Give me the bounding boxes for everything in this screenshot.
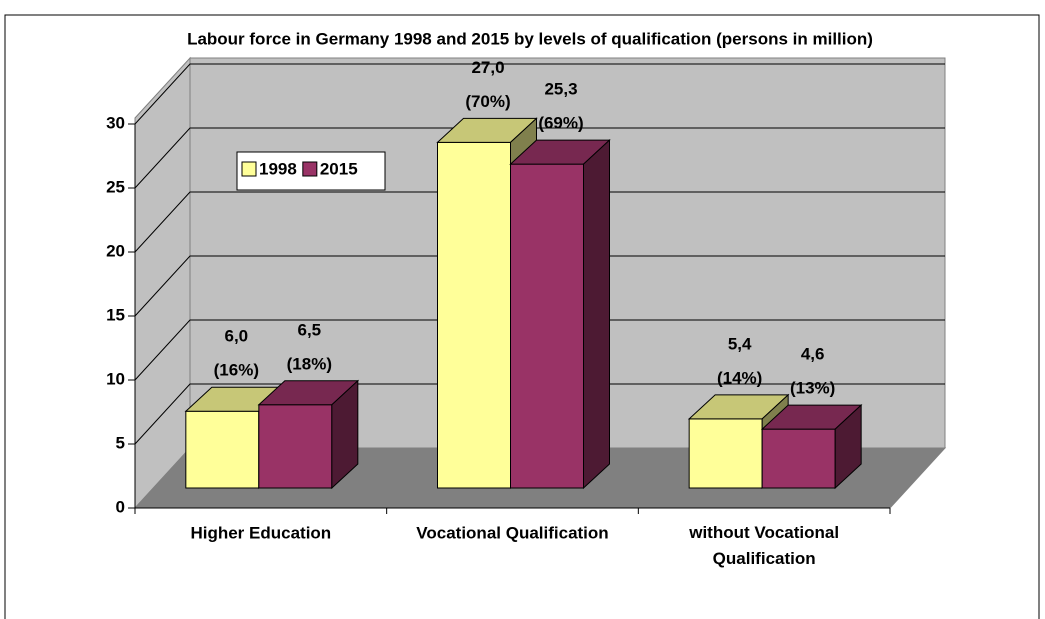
x-tick-label-line: Qualification (713, 549, 816, 568)
grid-line (134, 255, 945, 317)
data-label: (16%) (214, 361, 259, 380)
data-label: 6,5 (298, 320, 322, 339)
bar-side (331, 379, 359, 490)
legend-swatch (302, 161, 318, 177)
y-tick-label: 10 (106, 369, 125, 388)
legend: 1998 2015 (236, 151, 386, 191)
y-tick-label: 15 (106, 305, 125, 324)
bar-front (185, 410, 260, 489)
data-label: (69%) (538, 114, 583, 133)
data-label: 6,0 (225, 327, 249, 346)
grid-line (134, 319, 945, 381)
grid-line (134, 127, 945, 189)
side-wall (134, 56, 191, 510)
y-tick-label: 20 (106, 241, 125, 260)
data-label: 27,0 (471, 58, 504, 77)
bar-side (834, 403, 862, 490)
grid-line (134, 191, 945, 253)
data-label: (70%) (465, 92, 510, 111)
bar-front (437, 141, 511, 489)
y-tick-label: 5 (116, 433, 125, 452)
data-label: 5,4 (728, 334, 752, 353)
data-label: (14%) (717, 368, 762, 387)
data-label: 25,3 (544, 80, 577, 99)
chart-title: Labour force in Germany 1998 and 2015 by… (187, 29, 873, 48)
data-label: 4,6 (801, 345, 825, 364)
legend-box (236, 151, 386, 191)
bar-front (258, 404, 333, 489)
legend-label: 1998 (259, 159, 297, 178)
legend-label: 2015 (320, 159, 358, 178)
data-label: (13%) (790, 379, 835, 398)
data-label: (18%) (287, 354, 332, 373)
x-tick-label-line: without Vocational (688, 523, 839, 542)
bar-front (688, 418, 763, 489)
x-tick-label: Vocational Qualification (416, 523, 608, 542)
legend-swatch (241, 161, 257, 177)
y-tick-label: 30 (106, 113, 125, 132)
bar-side (583, 139, 610, 490)
y-tick-label: 25 (106, 177, 125, 196)
grid-line (134, 63, 945, 125)
bar (760, 403, 863, 490)
bar-front (510, 163, 584, 489)
x-tick-label: without Vocational Qualification (688, 523, 839, 568)
bar-front (761, 428, 836, 489)
x-tick-label: Higher Education (190, 523, 331, 542)
bar (257, 379, 360, 490)
bar (509, 139, 611, 490)
grid-line (134, 383, 945, 445)
y-tick-label: 0 (116, 497, 125, 516)
